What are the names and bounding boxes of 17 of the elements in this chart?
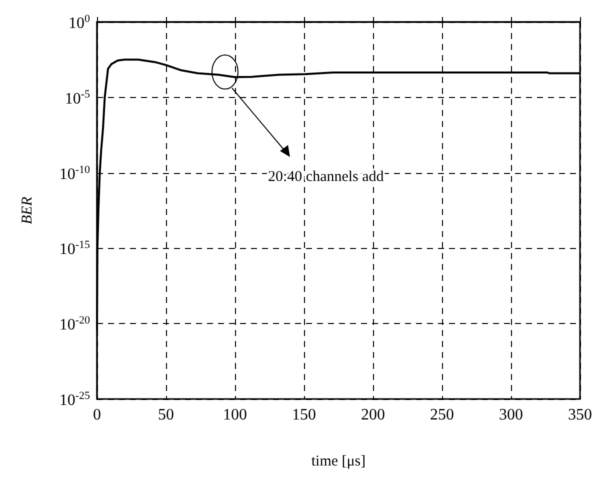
- x-tick-label: 300: [499, 406, 523, 424]
- x-tick-label: 250: [430, 406, 454, 424]
- y-tick-label: 10$^{-10}$: [59, 164, 90, 183]
- y-tick-label: 10$^{-5}$: [64, 88, 90, 108]
- x-tick-label: 200: [361, 406, 385, 424]
- x-tick-label: 50: [158, 406, 174, 424]
- y-tick-label: 10$^{-20}$: [59, 314, 90, 334]
- y-tick-label: 10$^{-15}$: [59, 239, 90, 258]
- x-tick-label: 150: [292, 406, 316, 424]
- y-tick-label: 10$^{0}$: [68, 13, 90, 32]
- x-axis-title: time [μs]: [311, 454, 366, 470]
- annotation: 20:40 channels add: [268, 169, 384, 185]
- x-tick-label: 0: [93, 406, 101, 424]
- x-tick-label: 350: [568, 406, 592, 424]
- y-tick-label: 10$^{-25}$: [59, 390, 90, 409]
- x-tick-label: 100: [223, 406, 247, 424]
- y-axis-title: BER: [20, 196, 36, 224]
